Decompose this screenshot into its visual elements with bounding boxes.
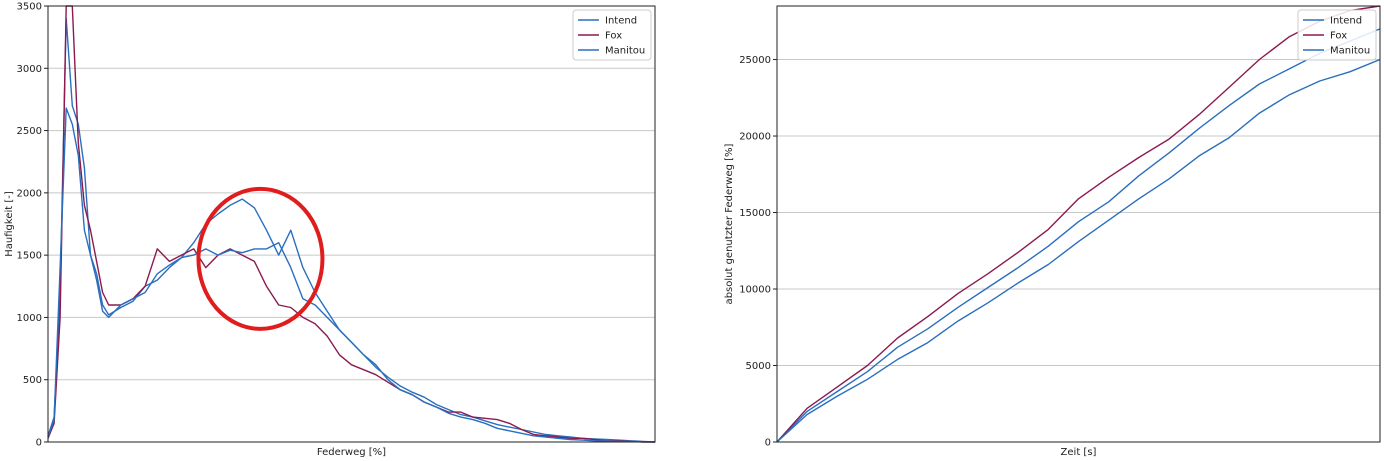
legend-label-manitou: Manitou: [1330, 46, 1370, 57]
legend-box: [1297, 9, 1377, 61]
y-tick-label: 20000: [739, 132, 771, 143]
series-line-fox: [776, 5, 1381, 443]
series-line-intend: [776, 28, 1381, 443]
y-tick-label: 25000: [739, 55, 771, 66]
y-tick-label: 1000: [17, 313, 42, 324]
y-tick-label: 1500: [17, 251, 42, 262]
y-tick-label: 2000: [17, 188, 42, 199]
legend-label-fox: Fox: [1330, 31, 1347, 42]
x-axis-label: Zeit [s]: [1061, 447, 1097, 458]
plot-frame: [776, 5, 1381, 443]
plot-frame: [47, 5, 656, 443]
legend: Intend Fox Manitou: [572, 9, 652, 61]
legend: Intend Fox Manitou: [1297, 9, 1377, 61]
y-tick-label: 5000: [746, 361, 771, 372]
y-tick-label: 10000: [739, 285, 771, 296]
y-tick-label: 2500: [17, 126, 42, 137]
y-axis-label: absolut genutzter Federweg [%]: [724, 143, 735, 304]
y-tick-label: 15000: [739, 208, 771, 219]
legend-label-intend: Intend: [605, 16, 637, 27]
x-axis-label: Federweg [%]: [317, 447, 386, 458]
red-circle-annotation: [196, 186, 325, 331]
y-tick-label: 0: [765, 438, 771, 449]
y-tick-label: 500: [23, 375, 42, 386]
series-line-manitou: [47, 107, 656, 443]
chart-1: 0 500 1000 1500 2000 2500 3000 3500 Federweg [%]…: [4, 2, 656, 458]
chart-2: 0 5000 10000 15000 20000 25000 Zeit [s] absolut…: [724, 5, 1381, 458]
series-line-fox: [47, 5, 655, 443]
series-line-intend: [47, 17, 656, 443]
legend-label-manitou: Manitou: [605, 46, 645, 57]
series-line-manitou: [776, 58, 1381, 443]
legend-box: [572, 9, 652, 61]
legend-label-intend: Intend: [1330, 16, 1362, 27]
y-axis-label: Haufigkeit [-]: [4, 191, 15, 257]
y-tick-label: 3500: [17, 2, 42, 13]
y-tick-label: 0: [36, 438, 42, 449]
legend-label-fox: Fox: [605, 31, 622, 42]
y-tick-label: 3000: [17, 64, 42, 75]
